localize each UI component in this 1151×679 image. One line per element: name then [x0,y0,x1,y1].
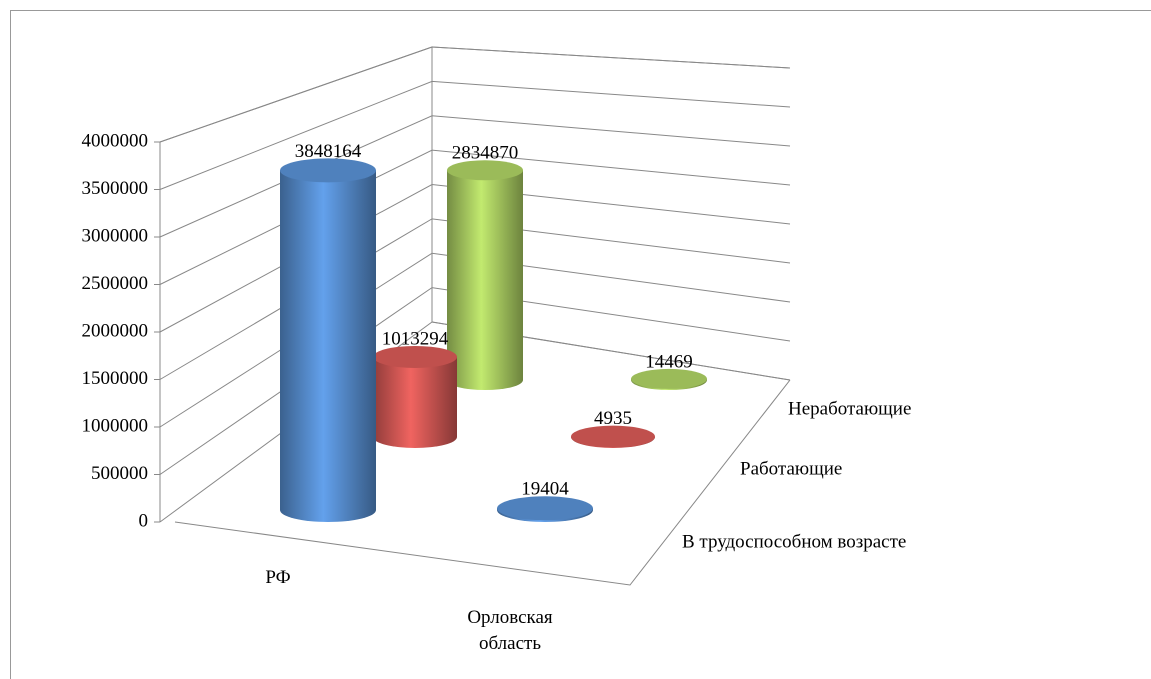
cylinder-top [447,160,523,181]
cylinder [447,170,523,390]
y-tick-label: 3500000 [82,178,149,199]
value-label: 1013294 [382,328,449,349]
grid-line [159,287,791,475]
series-label: В трудоспособном возрасте [682,531,906,552]
y-tick-label: 1000000 [82,415,149,436]
x-tick-label: РФ [265,567,291,588]
cylinder [373,356,457,448]
value-label: 19404 [521,479,569,500]
cylinder-top [373,345,457,368]
series-label: Работающие [740,458,842,479]
value-label: 2834870 [452,143,519,164]
chart-border [10,10,1151,679]
series-label: Неработающие [788,398,911,419]
y-tick-label: 4000000 [82,130,149,151]
grid-line [159,218,791,380]
y-tick-label: 1500000 [82,368,149,389]
grid-line [159,252,791,428]
value-label: 14469 [645,351,693,372]
cylinder [280,170,376,522]
x-tick-label: Орловская область [467,607,553,654]
value-label: 3848164 [295,141,362,162]
grid-line [159,183,791,333]
y-tick-label: 2500000 [82,273,149,294]
grid-line [159,80,791,190]
cylinder-top [280,158,376,183]
cylinder-top [497,496,593,521]
grid-line [159,321,791,523]
grid-line [159,149,791,285]
y-tick-label: 500000 [91,463,148,484]
grid-line [159,115,791,238]
y-tick-label: 0 [139,510,149,531]
cylinder-top [631,368,707,389]
y-tick-label: 3000000 [82,225,149,246]
cylinder-top [571,425,655,448]
grid-line [159,46,791,143]
value-label: 4935 [594,408,632,429]
y-tick-label: 2000000 [82,320,149,341]
